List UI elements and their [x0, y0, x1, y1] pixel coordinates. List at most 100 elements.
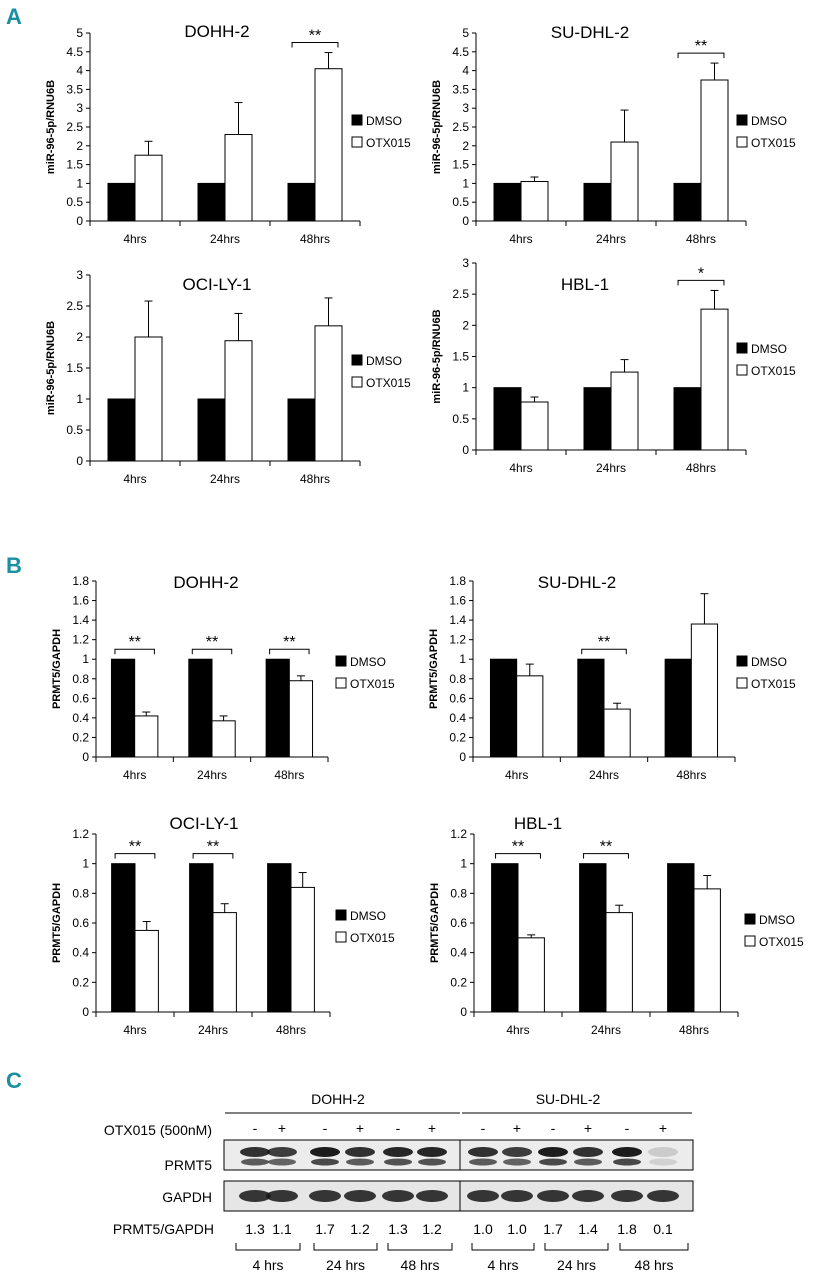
prmt5-band-lower — [384, 1158, 412, 1166]
y-axis-label: miR-96-5p/RNU6B — [431, 80, 443, 174]
legend-swatch-dmso — [351, 354, 363, 366]
legend-swatch-dmso — [744, 913, 756, 925]
gapdh-band — [537, 1190, 569, 1202]
y-tick-label: 0.4 — [72, 946, 89, 960]
x-tick-label: 24hrs — [596, 461, 626, 475]
prmt5-band — [612, 1147, 642, 1157]
legend-swatch-dmso — [736, 342, 748, 354]
bar-otx015 — [700, 79, 729, 222]
y-tick-label: 1.4 — [449, 613, 466, 627]
prmt5-band-lower — [241, 1158, 269, 1166]
bar-otx015 — [520, 181, 549, 222]
cell-line-label: DOHH-2 — [311, 1091, 365, 1107]
y-tick-label: 2.5 — [66, 299, 83, 313]
x-tick-label: 4hrs — [509, 461, 532, 475]
legend-swatch-dmso — [335, 909, 347, 921]
y-tick-label: 1.2 — [72, 827, 89, 841]
bar-otx015 — [610, 141, 639, 222]
significance-bracket — [114, 648, 155, 655]
y-tick-label: 1.6 — [449, 594, 466, 608]
prmt5-band-lower — [346, 1158, 374, 1166]
timepoint-bracket — [619, 1243, 689, 1251]
y-tick-label: 0 — [462, 214, 469, 228]
y-axis-label: miR-96-5p/RNU6B — [45, 80, 57, 174]
gapdh-band — [467, 1190, 499, 1202]
gapdh-band — [309, 1190, 341, 1202]
y-tick-label: 1.5 — [452, 158, 469, 172]
x-tick-label: 48hrs — [300, 232, 330, 246]
x-tick-label: 24hrs — [596, 232, 626, 246]
legend-swatch-otx015 — [744, 935, 756, 947]
y-tick-label: 0.8 — [72, 672, 89, 686]
bar-dmso — [489, 658, 518, 758]
y-tick-label: 0.4 — [450, 946, 467, 960]
y-tick-label: 3 — [462, 101, 469, 115]
y-tick-label: 0 — [82, 750, 89, 764]
panel-letter-a: A — [6, 4, 22, 29]
bar-dmso — [673, 182, 702, 222]
treatment-sign: + — [584, 1120, 592, 1136]
bar-dmso — [491, 863, 519, 1013]
y-tick-label: 1.5 — [66, 361, 83, 375]
significance-marker: ** — [128, 634, 140, 651]
treatment-sign: + — [428, 1120, 436, 1136]
legend-swatch-dmso — [335, 655, 347, 667]
legend-label-otx015: OTX015 — [366, 376, 411, 390]
y-tick-label: 2.5 — [452, 287, 469, 301]
treatment-sign: - — [396, 1120, 401, 1136]
y-tick-label: 1 — [459, 652, 466, 666]
gapdh-band — [344, 1190, 376, 1202]
chart-3: OCI-LY-1 0 0.5 1 1.5 2 2.5 3 miR-96-5p/RNU6B 4hrs… — [45, 268, 411, 486]
y-tick-label: 1.2 — [450, 827, 467, 841]
legend-label-dmso: DMSO — [366, 354, 402, 368]
y-tick-label: 1.6 — [72, 594, 89, 608]
y-tick-label: 1.5 — [66, 158, 83, 172]
legend-swatch-otx015 — [335, 677, 347, 689]
y-tick-label: 2.5 — [452, 120, 469, 134]
panel-letter-b: B — [6, 553, 22, 578]
bar-dmso — [287, 398, 316, 462]
legend-label-dmso: DMSO — [759, 913, 795, 927]
y-tick-label: 0 — [462, 443, 469, 457]
bar-otx015 — [605, 912, 633, 1013]
ratio-value: 1.2 — [350, 1221, 370, 1237]
treatment-sign: + — [659, 1120, 667, 1136]
bar-otx015 — [610, 371, 639, 451]
y-tick-label: 1 — [82, 857, 89, 871]
legend-label-dmso: DMSO — [350, 655, 386, 669]
treatment-sign: - — [481, 1120, 486, 1136]
y-tick-label: 0.6 — [72, 691, 89, 705]
legend-label-otx015: OTX015 — [751, 136, 796, 150]
y-tick-label: 5 — [76, 26, 83, 40]
treatment-sign: - — [253, 1120, 258, 1136]
western-blot: DOHH-2 SU-DHL-2 OTX015 (500nM) - + - + - + - + - + - +… — [104, 1091, 694, 1273]
prmt5-band — [240, 1147, 270, 1157]
legend-swatch-otx015 — [736, 136, 748, 148]
y-tick-label: 4 — [462, 64, 469, 78]
prmt5-band — [468, 1147, 498, 1157]
gapdh-band — [416, 1190, 448, 1202]
gapdh-band — [647, 1190, 679, 1202]
x-tick-label: 4hrs — [509, 232, 532, 246]
y-tick-label: 1.5 — [452, 350, 469, 364]
y-tick-label: 1 — [462, 381, 469, 395]
ratio-label: PRMT5/GAPDH — [113, 1221, 214, 1237]
y-tick-label: 2 — [462, 139, 469, 153]
bar-otx015 — [603, 708, 631, 758]
chart-title: SU-DHL-2 — [551, 23, 629, 42]
y-tick-label: 0.5 — [452, 195, 469, 209]
chart-title: HBL-1 — [514, 814, 562, 833]
prmt5-band — [502, 1147, 532, 1157]
bar-otx015 — [288, 680, 314, 758]
x-tick-label: 24hrs — [210, 472, 240, 486]
prmt5-band-lower — [539, 1158, 567, 1166]
bar-dmso — [579, 863, 607, 1013]
bar-otx015 — [314, 325, 343, 462]
gapdh-band — [611, 1190, 643, 1202]
prmt5-band — [648, 1147, 678, 1157]
gapdh-band — [501, 1190, 533, 1202]
y-tick-label: 1.8 — [72, 574, 89, 588]
x-tick-label: 4hrs — [506, 1023, 529, 1037]
ratio-value: 1.0 — [473, 1221, 493, 1237]
chart-title: SU-DHL-2 — [538, 573, 616, 592]
